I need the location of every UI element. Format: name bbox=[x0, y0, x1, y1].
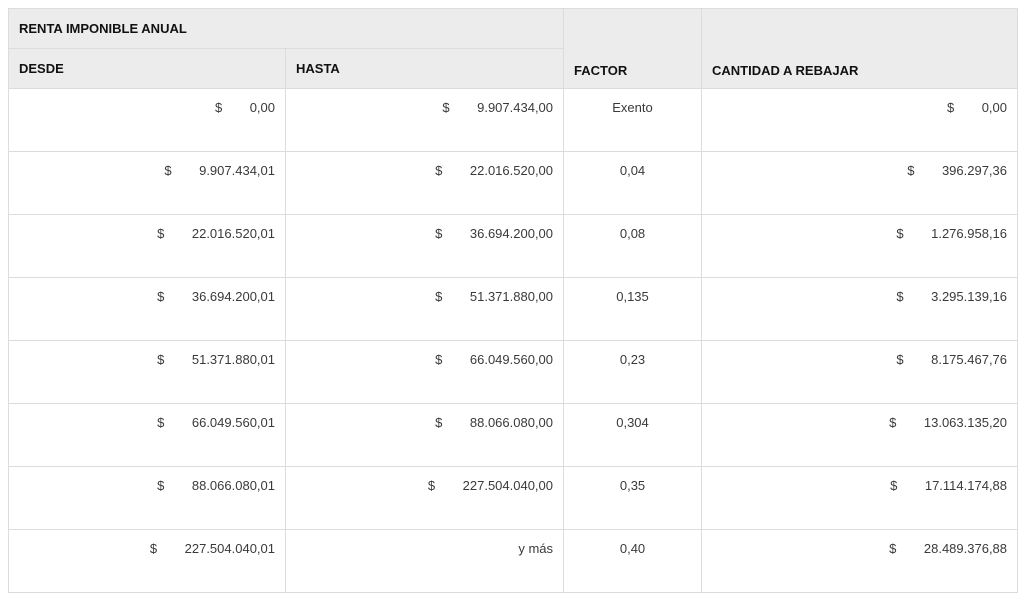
cell-amount: 22.016.520,00 bbox=[469, 163, 554, 178]
cell-desde: $22.016.520,01 bbox=[8, 214, 286, 278]
table-row: $9.907.434,01 $22.016.520,00 0,04 $396.297,… bbox=[8, 151, 1019, 215]
currency-symbol: $ bbox=[149, 541, 158, 556]
cell-amount: 66.049.560,00 bbox=[469, 352, 554, 367]
table-row: $36.694.200,01 $51.371.880,00 0,135 $3.295.… bbox=[8, 277, 1019, 341]
currency-symbol: $ bbox=[896, 289, 904, 304]
cell-hasta: $51.371.880,00 bbox=[284, 277, 565, 341]
cell-amount: 88.066.080,00 bbox=[469, 415, 554, 430]
cell-hasta: $88.066.080,00 bbox=[284, 403, 565, 467]
cell-amount: 51.371.880,00 bbox=[469, 289, 554, 304]
cell-factor: 0,135 bbox=[563, 277, 703, 341]
cell-amount: 51.371.880,01 bbox=[191, 352, 275, 367]
cell-amount: 17.114.174,88 bbox=[924, 478, 1008, 493]
currency-symbol: $ bbox=[435, 415, 443, 430]
cell-amount: 396.297,36 bbox=[941, 163, 1008, 178]
cell-hasta: y más bbox=[284, 529, 565, 593]
cell-hasta: $66.049.560,00 bbox=[284, 340, 565, 404]
currency-symbol: $ bbox=[157, 478, 165, 493]
currency-symbol: $ bbox=[896, 352, 904, 367]
cell-amount: 36.694.200,01 bbox=[191, 289, 275, 304]
cell-cantidad-a-rebajar: $17.114.174,88 bbox=[701, 466, 1019, 530]
cell-hasta: $227.504.040,00 bbox=[284, 466, 565, 530]
currency-symbol: $ bbox=[214, 100, 223, 115]
cell-amount: 36.694.200,00 bbox=[469, 226, 554, 241]
cell-amount: 3.295.139,16 bbox=[931, 289, 1008, 304]
cell-factor: 0,08 bbox=[563, 214, 703, 278]
cell-amount: 0,00 bbox=[981, 100, 1008, 115]
currency-symbol: $ bbox=[889, 415, 897, 430]
currency-symbol: $ bbox=[907, 163, 915, 178]
header-factor: FACTOR bbox=[563, 8, 703, 89]
cell-cantidad-a-rebajar: $13.063.135,20 bbox=[701, 403, 1019, 467]
cell-cantidad-a-rebajar: $8.175.467,76 bbox=[701, 340, 1019, 404]
currency-symbol: $ bbox=[896, 226, 904, 241]
table-row: $51.371.880,01 $66.049.560,00 0,23 $8.175.4… bbox=[8, 340, 1019, 404]
currency-symbol: $ bbox=[435, 226, 443, 241]
cell-amount: 13.063.135,20 bbox=[923, 415, 1008, 430]
cell-desde: $88.066.080,01 bbox=[8, 466, 286, 530]
currency-symbol: $ bbox=[435, 352, 443, 367]
cell-factor: 0,40 bbox=[563, 529, 703, 593]
currency-symbol: $ bbox=[946, 100, 955, 115]
table-row: $88.066.080,01 $227.504.040,00 0,35 $17.114… bbox=[8, 466, 1019, 530]
tax-bracket-table-container: RENTA IMPONIBLE ANUAL FACTOR CANTIDAD A … bbox=[7, 8, 1019, 593]
tax-bracket-table: RENTA IMPONIBLE ANUAL FACTOR CANTIDAD A … bbox=[7, 8, 1019, 593]
cell-cantidad-a-rebajar: $0,00 bbox=[701, 88, 1019, 152]
cell-amount: 88.066.080,01 bbox=[191, 478, 275, 493]
cell-amount: 227.504.040,00 bbox=[462, 478, 554, 493]
cell-amount: 9.907.434,00 bbox=[477, 100, 554, 115]
cell-factor: 0,35 bbox=[563, 466, 703, 530]
currency-symbol: $ bbox=[435, 289, 443, 304]
table-row: $227.504.040,01 y más 0,40 $28.489.376,88 bbox=[8, 529, 1019, 593]
header-hasta: HASTA bbox=[284, 48, 565, 89]
cell-amount: 22.016.520,01 bbox=[191, 226, 275, 241]
cell-cantidad-a-rebajar: $1.276.958,16 bbox=[701, 214, 1019, 278]
cell-factor: Exento bbox=[563, 88, 703, 152]
table-row: $0,00 $9.907.434,00 Exento $0,00 bbox=[8, 88, 1019, 152]
cell-desde: $9.907.434,01 bbox=[8, 151, 286, 215]
cell-factor: 0,23 bbox=[563, 340, 703, 404]
cell-cantidad-a-rebajar: $28.489.376,88 bbox=[701, 529, 1019, 593]
cell-cantidad-a-rebajar: $396.297,36 bbox=[701, 151, 1019, 215]
cell-hasta: $9.907.434,00 bbox=[284, 88, 565, 152]
currency-symbol: $ bbox=[164, 163, 172, 178]
cell-amount: 28.489.376,88 bbox=[923, 541, 1008, 556]
cell-factor: 0,304 bbox=[563, 403, 703, 467]
table-row: $22.016.520,01 $36.694.200,00 0,08 $1.276.9… bbox=[8, 214, 1019, 278]
cell-desde: $51.371.880,01 bbox=[8, 340, 286, 404]
currency-symbol: $ bbox=[427, 478, 436, 493]
table-row: $66.049.560,01 $88.066.080,00 0,304 $13.063… bbox=[8, 403, 1019, 467]
cell-desde: $36.694.200,01 bbox=[8, 277, 286, 341]
currency-symbol: $ bbox=[890, 478, 898, 493]
cell-amount: 66.049.560,01 bbox=[191, 415, 275, 430]
cell-desde: $0,00 bbox=[8, 88, 286, 152]
cell-amount: 227.504.040,01 bbox=[184, 541, 275, 556]
currency-symbol: $ bbox=[157, 289, 165, 304]
cell-desde: $66.049.560,01 bbox=[8, 403, 286, 467]
cell-factor: 0,04 bbox=[563, 151, 703, 215]
header-desde: DESDE bbox=[8, 48, 286, 89]
header-renta-imponible-anual: RENTA IMPONIBLE ANUAL bbox=[7, 8, 565, 49]
cell-hasta: $22.016.520,00 bbox=[284, 151, 565, 215]
cell-amount: 1.276.958,16 bbox=[931, 226, 1008, 241]
cell-hasta: $36.694.200,00 bbox=[284, 214, 565, 278]
cell-desde: $227.504.040,01 bbox=[8, 529, 286, 593]
currency-symbol: $ bbox=[442, 100, 450, 115]
cell-value: y más bbox=[518, 541, 554, 556]
currency-symbol: $ bbox=[157, 226, 165, 241]
cell-amount: 8.175.467,76 bbox=[931, 352, 1008, 367]
header-cantidad-a-rebajar: CANTIDAD A REBAJAR bbox=[701, 8, 1019, 89]
currency-symbol: $ bbox=[435, 163, 443, 178]
cell-amount: 9.907.434,01 bbox=[199, 163, 275, 178]
currency-symbol: $ bbox=[889, 541, 897, 556]
currency-symbol: $ bbox=[157, 352, 165, 367]
cell-cantidad-a-rebajar: $3.295.139,16 bbox=[701, 277, 1019, 341]
currency-symbol: $ bbox=[157, 415, 165, 430]
cell-amount: 0,00 bbox=[249, 100, 275, 115]
